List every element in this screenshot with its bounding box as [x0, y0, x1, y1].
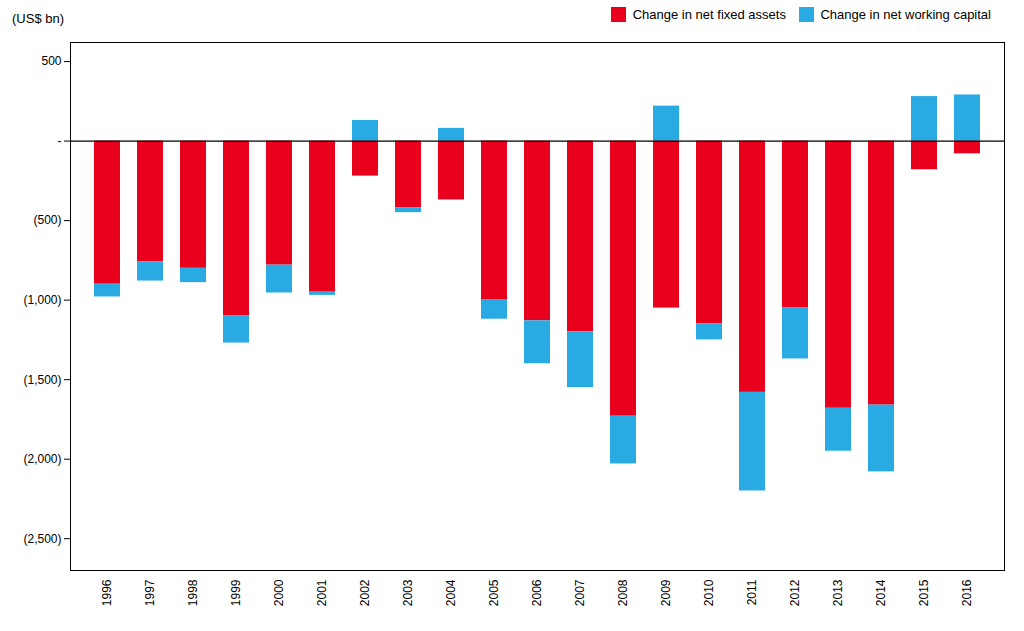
html-text:Change in net working capital: Change in net working capital [820, 7, 991, 23]
svg-text:2016: 2016 [960, 579, 974, 606]
svg-text:(1,500): (1,500) [23, 372, 61, 386]
html-text:Change in net fixed assets: Change in net fixed assets [632, 7, 786, 23]
svg-text:2000: 2000 [272, 579, 286, 606]
svg-text:2003: 2003 [401, 579, 415, 606]
svg-text:2007: 2007 [573, 579, 587, 606]
svg-text:2006: 2006 [530, 579, 544, 606]
svg-text:2015: 2015 [917, 579, 931, 606]
svg-text:2001: 2001 [315, 579, 329, 606]
svg-text:2010: 2010 [702, 579, 716, 606]
svg-text:2014: 2014 [874, 579, 888, 606]
svg-text:(2,000): (2,000) [23, 452, 61, 466]
svg-text:-: - [58, 134, 62, 148]
svg-text:2013: 2013 [831, 579, 845, 606]
svg-text:(2,500): (2,500) [23, 532, 61, 546]
svg-text:(500): (500) [33, 213, 61, 227]
svg-text:1996: 1996 [100, 579, 114, 606]
svg-text:1998: 1998 [186, 579, 200, 606]
svg-text:2005: 2005 [487, 579, 501, 606]
svg-text:2008: 2008 [616, 579, 630, 606]
svg-text:2004: 2004 [444, 579, 458, 606]
svg-text:(1,000): (1,000) [23, 293, 61, 307]
html-text:(US$ bn): (US$ bn) [12, 10, 64, 26]
svg-text:2011: 2011 [745, 579, 759, 605]
svg-text:2009: 2009 [659, 579, 673, 606]
svg-text:2012: 2012 [788, 579, 802, 606]
svg-text:1997: 1997 [143, 579, 157, 606]
svg-text:1999: 1999 [229, 579, 243, 606]
svg-text:500: 500 [41, 54, 61, 68]
svg-text:2002: 2002 [358, 579, 372, 606]
